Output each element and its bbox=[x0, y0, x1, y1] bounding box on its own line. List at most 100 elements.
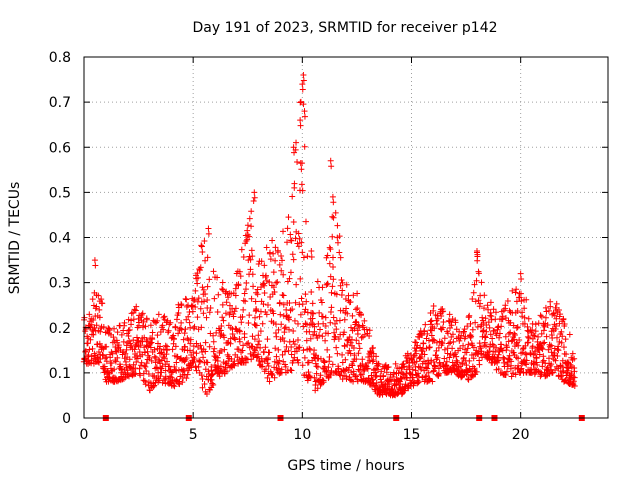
data-point bbox=[439, 340, 446, 347]
data-point bbox=[412, 348, 419, 355]
data-point bbox=[456, 337, 463, 344]
data-point bbox=[200, 354, 207, 361]
data-point bbox=[333, 326, 340, 333]
data-point bbox=[173, 359, 180, 366]
data-point bbox=[204, 359, 211, 366]
data-point bbox=[204, 254, 211, 261]
y-tick-label: 0.3 bbox=[49, 276, 71, 292]
data-point bbox=[241, 290, 248, 297]
data-point bbox=[465, 341, 472, 348]
data-point bbox=[214, 274, 221, 281]
data-point bbox=[496, 348, 503, 355]
data-point bbox=[177, 325, 184, 332]
data-point bbox=[464, 345, 471, 352]
data-point bbox=[190, 297, 197, 304]
data-point bbox=[265, 362, 272, 369]
data-point bbox=[532, 348, 539, 355]
data-point bbox=[316, 332, 323, 339]
data-point bbox=[304, 377, 311, 384]
data-point bbox=[328, 163, 335, 170]
data-point bbox=[331, 329, 338, 336]
data-point bbox=[303, 337, 310, 344]
data-point bbox=[235, 281, 242, 288]
data-point bbox=[316, 309, 323, 316]
data-point bbox=[154, 317, 161, 324]
data-point bbox=[502, 315, 509, 322]
data-point bbox=[551, 345, 558, 352]
data-point bbox=[272, 345, 279, 352]
data-point bbox=[155, 356, 162, 363]
data-point bbox=[487, 331, 494, 338]
data-point bbox=[298, 295, 305, 302]
data-point bbox=[332, 334, 339, 341]
data-point bbox=[142, 323, 149, 330]
data-point bbox=[251, 194, 258, 201]
data-point bbox=[246, 215, 253, 222]
data-point bbox=[322, 314, 329, 321]
data-point bbox=[191, 296, 198, 303]
data-point bbox=[474, 253, 481, 260]
data-point bbox=[318, 299, 325, 306]
data-point bbox=[511, 331, 518, 338]
data-point bbox=[472, 319, 479, 326]
data-point bbox=[301, 308, 308, 315]
data-point bbox=[460, 354, 467, 361]
data-point bbox=[278, 267, 285, 274]
data-point bbox=[430, 368, 437, 375]
data-point bbox=[320, 379, 327, 386]
data-point bbox=[440, 308, 447, 315]
data-point bbox=[176, 378, 183, 385]
data-point bbox=[335, 336, 342, 343]
data-point bbox=[105, 369, 112, 376]
data-point bbox=[82, 348, 89, 355]
data-point bbox=[140, 377, 147, 384]
data-point bbox=[202, 339, 209, 346]
data-point bbox=[350, 368, 357, 375]
data-point bbox=[151, 353, 158, 360]
data-point bbox=[269, 237, 276, 244]
data-point bbox=[275, 346, 282, 353]
data-point bbox=[280, 271, 287, 278]
data-point bbox=[101, 363, 108, 370]
data-point bbox=[143, 360, 150, 367]
data-point bbox=[303, 298, 310, 305]
data-point bbox=[161, 355, 168, 362]
data-point bbox=[438, 312, 445, 319]
data-point bbox=[420, 345, 427, 352]
data-point bbox=[324, 346, 331, 353]
data-point bbox=[96, 340, 103, 347]
data-point bbox=[398, 375, 405, 382]
data-point bbox=[507, 329, 514, 336]
data-point bbox=[125, 332, 132, 339]
data-point bbox=[538, 345, 545, 352]
data-point bbox=[287, 269, 294, 276]
data-point bbox=[210, 348, 217, 355]
data-point bbox=[546, 370, 553, 377]
data-point bbox=[105, 374, 112, 381]
data-point bbox=[273, 279, 280, 286]
data-point bbox=[297, 117, 304, 124]
data-point bbox=[147, 344, 154, 351]
data-point bbox=[424, 330, 431, 337]
data-point bbox=[146, 354, 153, 361]
data-point bbox=[288, 367, 295, 374]
data-point bbox=[501, 355, 508, 362]
data-point bbox=[151, 382, 158, 389]
data-point bbox=[270, 310, 277, 317]
data-point bbox=[281, 329, 288, 336]
data-point bbox=[314, 385, 321, 392]
data-point bbox=[198, 372, 205, 379]
data-point bbox=[389, 386, 396, 393]
data-point bbox=[293, 281, 300, 288]
data-point bbox=[248, 356, 255, 363]
data-point bbox=[130, 337, 137, 344]
data-point bbox=[365, 354, 372, 361]
data-point bbox=[425, 369, 432, 376]
data-point bbox=[409, 374, 416, 381]
data-point bbox=[351, 325, 358, 332]
data-point bbox=[206, 309, 213, 316]
data-point bbox=[469, 296, 476, 303]
data-point bbox=[368, 372, 375, 379]
data-point bbox=[324, 280, 331, 287]
data-point bbox=[308, 254, 315, 261]
